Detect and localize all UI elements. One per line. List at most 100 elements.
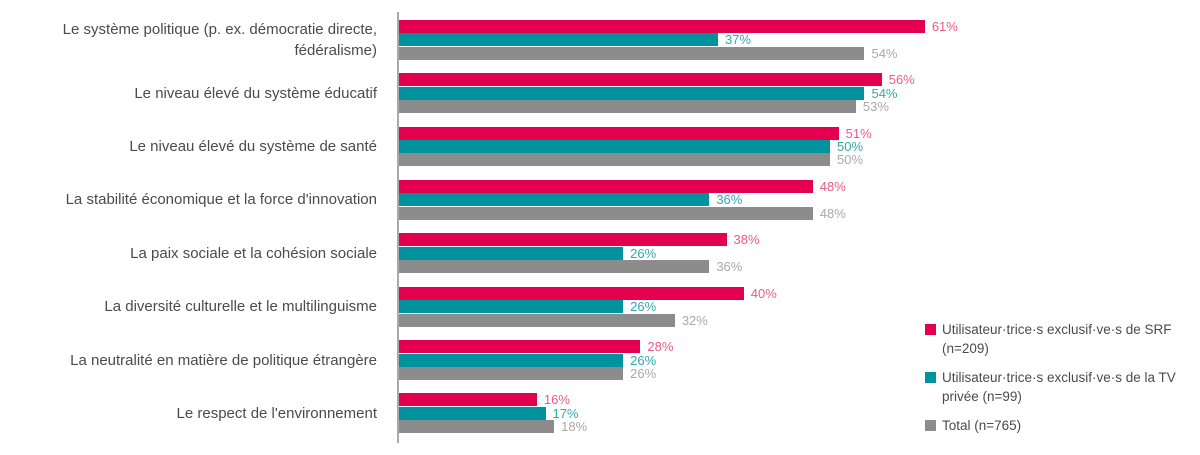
bar (399, 33, 718, 47)
category-label: Le respect de l'environnement (176, 404, 378, 422)
bar-line: 26% (399, 352, 673, 368)
bar-line: 28% (399, 339, 674, 355)
bar-line: 26% (399, 299, 777, 314)
legend-item: Utilisateur·trice·s exclusif·ve·s de SRF… (925, 320, 1193, 358)
value-label: 40% (750, 285, 777, 301)
bar-line: 36% (399, 192, 846, 208)
bar-line: 48% (399, 178, 846, 194)
category-row: Le système politique (p. ex. démocratie … (0, 13, 1200, 66)
bar-line: 17% (399, 405, 587, 421)
bar-line: 48% (399, 205, 846, 221)
value-label: 56% (888, 72, 915, 88)
legend-swatch-icon (925, 420, 936, 431)
y-axis-line (397, 12, 399, 443)
category-row: La paix sociale et la cohésion sociale 3… (0, 227, 1200, 280)
category-label: La diversité culturelle et le multilingu… (104, 298, 377, 316)
bar (399, 153, 830, 167)
category-row: Le niveau élevé du système de santé 51% … (0, 120, 1200, 173)
legend: Utilisateur·trice·s exclusif·ve·s de SRF… (925, 320, 1193, 435)
bar-line: 38% (399, 232, 760, 248)
plot-area: Le système politique (p. ex. démocratie … (0, 13, 1200, 440)
bar (399, 233, 727, 247)
bar (399, 86, 865, 100)
bar-line: 56% (399, 72, 915, 88)
value-label: 54% (871, 85, 898, 101)
value-label: 28% (647, 339, 674, 355)
value-label: 51% (845, 125, 872, 141)
bar (399, 73, 882, 87)
value-label: 48% (819, 178, 846, 194)
bar (399, 366, 624, 380)
bar-group: 56% 54% 53% (387, 72, 915, 115)
bar-line: 32% (399, 313, 777, 328)
legend-swatch-icon (925, 372, 936, 383)
bar (399, 340, 641, 354)
value-label: 50% (837, 152, 864, 168)
value-label: 16% (543, 392, 570, 408)
value-label: 26% (630, 245, 657, 261)
bar-group: 38% 26% 36% (387, 232, 760, 275)
value-label: 53% (862, 99, 889, 115)
bar (399, 193, 710, 207)
legend-item: Total (n=765) (925, 416, 1193, 435)
bar (399, 246, 624, 260)
value-label: 37% (724, 32, 751, 48)
category-label: Le système politique (p. ex. démocratie … (62, 20, 377, 59)
bar (399, 46, 865, 60)
bar (399, 313, 675, 327)
bar-line: 26% (399, 245, 760, 261)
legend-label: Utilisateur·trice·s exclusif·ve·s de SRF… (942, 322, 1172, 356)
category-row: La diversité culturelle et le multilingu… (0, 280, 1200, 333)
bar-group: 51% 50% 50% (387, 125, 872, 168)
bar-group: 40% 26% 32% (387, 285, 777, 328)
bar-line: 40% (399, 285, 777, 301)
value-label: 26% (630, 352, 657, 368)
bar-line: 18% (399, 419, 588, 435)
value-label: 54% (871, 45, 898, 61)
category-row: Le niveau élevé du système éducatif 56% … (0, 66, 1200, 119)
category-row: Le respect de l'environnement 16% 17% 18… (0, 387, 1200, 440)
bar (399, 139, 830, 153)
bar-group: 48% 36% 48% (387, 178, 846, 221)
bar (399, 353, 624, 367)
bar-line: 61% (399, 18, 958, 34)
bar-group: 28% 26% 26% (387, 339, 674, 381)
bar-line: 51% (399, 125, 872, 141)
category-label: La paix sociale et la cohésion sociale (130, 244, 377, 262)
bar (399, 260, 710, 274)
bar-line: 53% (399, 99, 915, 115)
bar (399, 300, 624, 314)
bar-line: 26% (399, 365, 673, 381)
bar (399, 393, 537, 407)
bar (399, 286, 744, 300)
bar-group: 61% 37% 54% (387, 18, 958, 61)
bar (399, 179, 813, 193)
value-label: 18% (561, 419, 588, 435)
bar (399, 100, 856, 114)
value-label: 26% (630, 365, 657, 381)
value-label: 17% (552, 405, 579, 421)
bar (399, 406, 546, 420)
bar (399, 126, 839, 140)
value-label: 36% (716, 259, 743, 275)
bar-line: 54% (399, 45, 958, 61)
bar-line: 37% (399, 32, 958, 48)
bar-line: 50% (399, 152, 872, 168)
value-label: 36% (716, 192, 743, 208)
category-label: Le niveau élevé du système de santé (129, 137, 377, 155)
legend-swatch-icon (925, 324, 936, 335)
bar-line: 36% (399, 259, 760, 275)
legend-item: Utilisateur·trice·s exclusif·ve·s de la … (925, 368, 1193, 406)
value-label: 38% (733, 232, 760, 248)
bar-line: 50% (399, 139, 872, 154)
bar-line: 16% (399, 392, 587, 408)
value-label: 61% (931, 18, 958, 34)
bar (399, 206, 813, 220)
category-label: Le niveau élevé du système éducatif (134, 84, 377, 102)
bar (399, 420, 555, 434)
value-label: 48% (819, 205, 846, 221)
legend-label: Total (n=765) (942, 418, 1022, 433)
bar-group: 16% 17% 18% (387, 392, 588, 435)
category-label: La neutralité en matière de politique ét… (70, 351, 377, 369)
